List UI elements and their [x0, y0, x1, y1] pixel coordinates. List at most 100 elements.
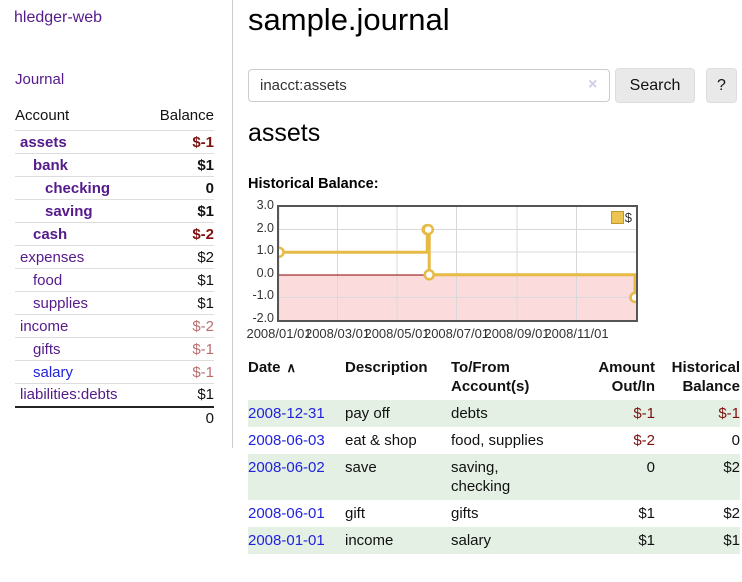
- register-row: 2008-01-01 income salary $1 $1: [248, 527, 740, 554]
- y-axis-tick-label: 2.0: [256, 220, 274, 235]
- account-row: checking 0: [15, 176, 214, 200]
- x-axis-tick-label: 2008/01/01: [246, 326, 312, 341]
- historical-balance-label: Historical Balance:: [248, 176, 379, 192]
- account-link[interactable]: assets: [20, 133, 67, 151]
- x-axis-tick-label: 2008/11/01: [544, 326, 609, 341]
- account-link[interactable]: cash: [33, 225, 68, 243]
- account-row: expenses $2: [15, 245, 214, 269]
- search-bar: × Search ?: [248, 68, 742, 103]
- transaction-description: gift: [345, 505, 366, 522]
- register-header-accounts: To/From Account(s): [451, 359, 530, 395]
- account-row: liabilities:debts $1: [15, 383, 214, 407]
- transaction-description: pay off: [345, 405, 390, 422]
- transaction-date-link[interactable]: 2008-06-03: [248, 432, 325, 449]
- register-header-row: Date ∧ Description To/From Account(s) Amo…: [248, 356, 740, 400]
- account-link[interactable]: supplies: [33, 294, 89, 312]
- account-row: saving $1: [15, 199, 214, 223]
- account-link[interactable]: checking: [45, 179, 111, 197]
- search-input[interactable]: [248, 69, 610, 102]
- y-axis-tick-label: 1.0: [256, 243, 274, 258]
- transaction-date-link[interactable]: 2008-01-01: [248, 532, 325, 549]
- transaction-amount: $1: [638, 505, 655, 522]
- account-balance: $1: [145, 199, 214, 223]
- register-table-body: 2008-12-31 pay off debts $-1 $-1 2008-06-03 ea…: [248, 400, 740, 554]
- account-row: supplies $1: [15, 291, 214, 315]
- account-row: food $1: [15, 268, 214, 292]
- accounts-header-balance: Balance: [159, 107, 214, 124]
- register-header-date[interactable]: Date ∧: [248, 359, 297, 376]
- account-row: bank $1: [15, 153, 214, 177]
- register-row: 2008-12-31 pay off debts $-1 $-1: [248, 400, 740, 427]
- account-balance: $1: [145, 291, 214, 315]
- brand-link[interactable]: hledger-web: [14, 9, 103, 26]
- help-button[interactable]: ?: [706, 68, 737, 103]
- transaction-accounts: gifts: [451, 505, 479, 522]
- x-axis-tick-label: 2008/07/01: [423, 326, 490, 341]
- transaction-accounts: salary: [451, 532, 492, 549]
- account-heading: assets: [248, 119, 321, 147]
- account-row: gifts $-1: [15, 337, 214, 361]
- account-link[interactable]: gifts: [33, 340, 61, 358]
- transaction-amount: $-2: [633, 432, 655, 449]
- account-balance: $-1: [145, 360, 214, 384]
- account-balance: $-1: [145, 130, 214, 154]
- accounts-total-value: 0: [145, 405, 214, 430]
- transaction-amount: $-1: [633, 405, 655, 422]
- accounts-total-row: 0: [15, 405, 214, 430]
- account-balance: 0: [145, 176, 214, 200]
- transaction-date-link[interactable]: 2008-06-02: [248, 459, 325, 476]
- search-button[interactable]: Search: [615, 68, 695, 103]
- clear-search-icon[interactable]: ×: [588, 76, 598, 93]
- accounts-table: Account Balance assets $-1 bank $1 checking 0…: [15, 104, 214, 430]
- account-link[interactable]: income: [20, 317, 69, 335]
- transaction-description: income: [345, 532, 394, 549]
- transaction-date-link[interactable]: 2008-12-31: [248, 405, 325, 422]
- legend-label: $: [624, 210, 632, 225]
- accounts-header-account: Account: [15, 107, 70, 124]
- sidebar-item-journal[interactable]: Journal: [15, 71, 65, 88]
- x-axis-tick-label: 2008/09/01: [484, 326, 550, 341]
- account-balance: $-1: [145, 337, 214, 361]
- x-axis-tick-label: 2008/05/01: [364, 326, 430, 341]
- sort-ascending-icon: ∧: [286, 360, 297, 375]
- chart-plot-area: $: [277, 205, 638, 322]
- transaction-description: eat & shop: [345, 432, 417, 449]
- transaction-date-link[interactable]: 2008-06-01: [248, 505, 325, 522]
- account-balance: $1: [145, 383, 214, 407]
- legend-swatch-icon: [610, 211, 624, 224]
- transaction-accounts: food, supplies: [451, 432, 544, 449]
- account-balance: $-2: [145, 222, 214, 246]
- y-axis-tick-label: -1.0: [252, 288, 274, 303]
- historical-balance-chart: $ 3.0 2.0 1.0 0.0 -1.0 -2.0 2008/01/01 2008/03/…: [246, 198, 648, 348]
- account-balance: $1: [145, 153, 214, 177]
- x-axis-tick-label: 2008/03/01: [304, 326, 371, 341]
- account-row: cash $-2: [15, 222, 214, 246]
- transaction-balance: $2: [723, 459, 740, 476]
- account-balance: $-2: [145, 314, 214, 338]
- transaction-balance: $2: [723, 505, 740, 522]
- y-axis-tick-label: 0.0: [256, 265, 274, 280]
- transaction-description: save: [345, 459, 377, 476]
- account-link[interactable]: expenses: [20, 248, 85, 266]
- account-link[interactable]: salary: [33, 363, 74, 381]
- y-axis-tick-label: 3.0: [256, 198, 274, 212]
- transaction-amount: 0: [646, 459, 655, 476]
- main-content: sample.journal × Search ? assets Histori…: [246, 0, 742, 582]
- account-link[interactable]: liabilities:debts: [20, 386, 118, 404]
- accounts-table-body: assets $-1 bank $1 checking 0 saving $1 cash $-2 e…: [15, 130, 214, 407]
- chart-legend: $: [610, 210, 632, 225]
- account-link[interactable]: saving: [45, 202, 93, 220]
- account-row: income $-2: [15, 314, 214, 338]
- account-balance: $1: [145, 268, 214, 292]
- register-header-amount: Amount Out/In: [598, 359, 655, 395]
- transaction-balance: 0: [731, 432, 740, 449]
- register-header-balance: Historical Balance: [671, 359, 740, 395]
- register-row: 2008-06-02 save saving, checking 0 $2: [248, 454, 740, 500]
- register-header-description: Description: [345, 359, 428, 376]
- transaction-balance: $1: [723, 532, 740, 549]
- account-link[interactable]: food: [33, 271, 63, 289]
- account-link[interactable]: bank: [33, 156, 69, 174]
- account-balance: $2: [145, 245, 214, 269]
- account-row: assets $-1: [15, 130, 214, 154]
